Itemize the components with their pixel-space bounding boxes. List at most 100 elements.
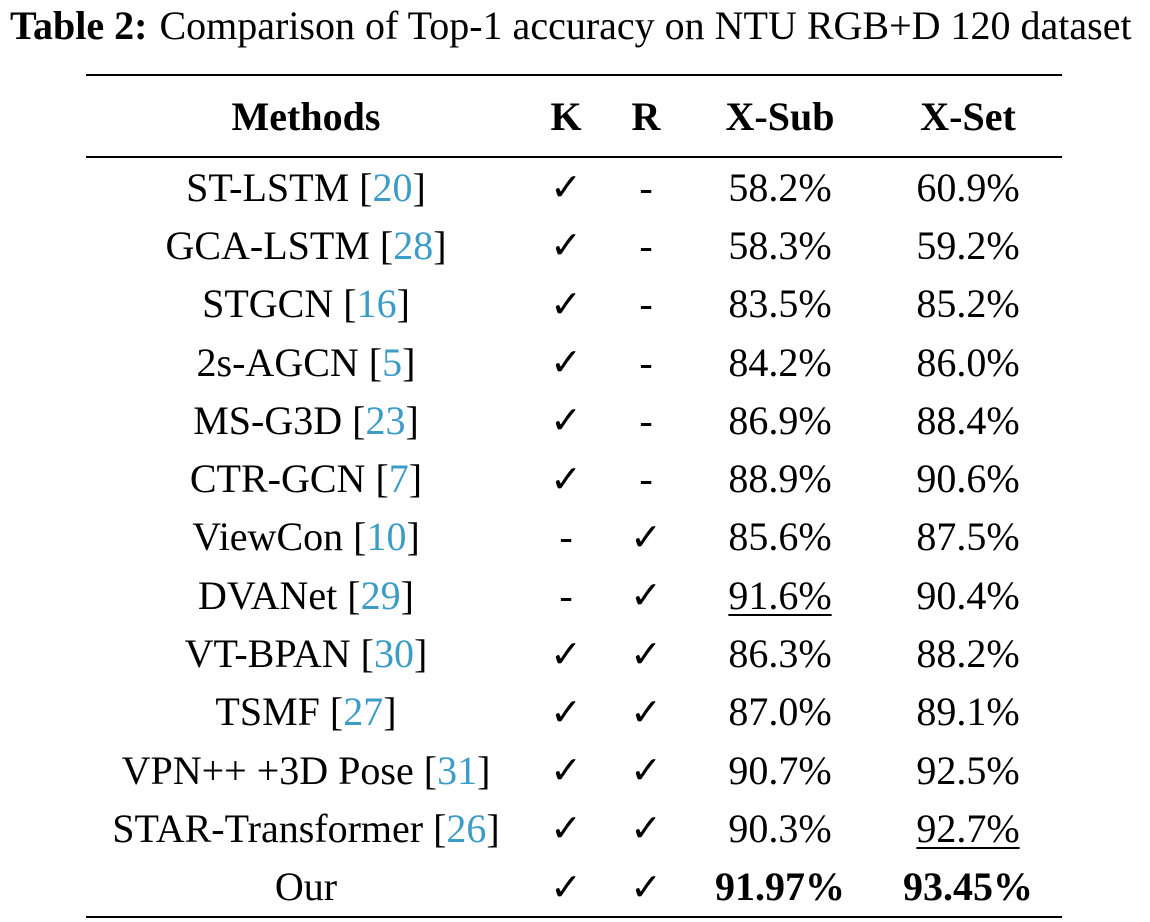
- table-caption: Table 2: Comparison of Top-1 accuracy on …: [10, 2, 1132, 50]
- k-cell: ✓: [550, 456, 582, 501]
- r-cell: -: [639, 281, 653, 327]
- method-name: STAR-Transformer: [112, 805, 424, 851]
- r-cell: -: [639, 164, 653, 210]
- x-set-cell: 89.1%: [874, 683, 1062, 741]
- x-set-cell-value: 92.7%: [916, 805, 1020, 851]
- x-set-cell-value: 90.4%: [916, 572, 1020, 618]
- x-sub-cell-value: 87.0%: [728, 689, 832, 735]
- table-header-row: Methods K R X-Sub X-Set: [86, 75, 1062, 157]
- header-x-set: X-Set: [920, 93, 1016, 139]
- x-sub-cell-value: 88.9%: [728, 456, 832, 502]
- results-table: Methods K R X-Sub X-Set ST-LSTM [20] ✓ -58…: [86, 74, 1062, 918]
- table-row: STGCN [16] ✓ - 83.5% 85.2%: [86, 275, 1062, 333]
- table-row: VPN++ +3D Pose [31] ✓ ✓ 90.7% 92.5%: [86, 741, 1062, 799]
- x-sub-cell: 90.7%: [686, 741, 874, 799]
- table-row: DVANet [29] - ✓ 91.6% 90.4%: [86, 566, 1062, 624]
- k-cell: ✓: [550, 806, 582, 851]
- method-name: VPN++ +3D Pose: [121, 747, 414, 793]
- results-table-container: Methods K R X-Sub X-Set ST-LSTM [20] ✓ -58…: [86, 74, 1062, 918]
- citation-link[interactable]: 27: [343, 689, 384, 735]
- method-name: Our: [274, 864, 338, 910]
- x-set-cell-value: 92.5%: [916, 747, 1020, 793]
- x-sub-cell: 83.5%: [686, 275, 874, 333]
- k-cell: ✓: [550, 340, 582, 385]
- method-name: 2s-AGCN: [196, 339, 359, 385]
- method-cell: ST-LSTM [20]: [186, 164, 426, 210]
- x-sub-cell: 86.3%: [686, 624, 874, 682]
- table-caption-label: Table 2:: [10, 3, 148, 48]
- header-methods: Methods: [231, 93, 381, 139]
- table-row: CTR-GCN [7] ✓ - 88.9% 90.6%: [86, 449, 1062, 507]
- k-cell: -: [559, 514, 573, 560]
- table-row: STAR-Transformer [26] ✓ ✓ 90.3% 92.7%: [86, 799, 1062, 857]
- x-sub-cell: 58.3%: [686, 216, 874, 274]
- k-cell: -: [559, 572, 573, 618]
- method-name: STGCN: [202, 281, 334, 327]
- x-set-cell: 92.5%: [874, 741, 1062, 799]
- method-name: TSMF: [215, 689, 320, 735]
- citation-link[interactable]: 23: [365, 397, 406, 443]
- citation-link[interactable]: 28: [393, 222, 434, 268]
- method-name: VT-BPAN: [184, 631, 351, 677]
- citation-link[interactable]: 10: [366, 514, 407, 560]
- r-cell: ✓: [630, 631, 662, 676]
- x-sub-cell: 87.0%: [686, 683, 874, 741]
- method-cell: VPN++ +3D Pose [31]: [121, 747, 491, 793]
- header-k: K: [550, 93, 582, 139]
- x-sub-cell-value: 58.3%: [728, 222, 832, 268]
- x-sub-cell: 88.9%: [686, 449, 874, 507]
- x-sub-cell: 86.9%: [686, 391, 874, 449]
- header-x-sub: X-Sub: [725, 93, 835, 139]
- citation-link[interactable]: 5: [382, 339, 403, 385]
- x-sub-cell-value: 83.5%: [728, 281, 832, 327]
- method-cell: STGCN [16]: [202, 281, 410, 327]
- method-name: MS-G3D: [193, 397, 343, 443]
- x-set-cell: 88.2%: [874, 624, 1062, 682]
- citation-link[interactable]: 26: [446, 805, 487, 851]
- x-sub-cell-value: 91.97%: [715, 864, 845, 910]
- k-cell: ✓: [550, 631, 582, 676]
- citation-link[interactable]: 16: [356, 281, 397, 327]
- x-set-cell: 90.4%: [874, 566, 1062, 624]
- x-sub-cell: 91.6%: [686, 566, 874, 624]
- method-cell: 2s-AGCN [5]: [196, 339, 416, 385]
- method-cell: STAR-Transformer [26]: [112, 805, 500, 851]
- x-set-cell: 92.7%: [874, 799, 1062, 857]
- citation-link[interactable]: 7: [388, 456, 409, 502]
- r-cell: -: [639, 222, 653, 268]
- k-cell: ✓: [550, 398, 582, 443]
- citation-link[interactable]: 29: [360, 572, 401, 618]
- x-sub-cell: 90.3%: [686, 799, 874, 857]
- r-cell: ✓: [630, 514, 662, 559]
- method-cell: CTR-GCN [7]: [189, 456, 423, 502]
- citation-link[interactable]: 20: [372, 164, 413, 210]
- x-set-cell-value: 88.4%: [916, 397, 1020, 443]
- method-name: ViewCon: [192, 514, 344, 560]
- k-cell: ✓: [550, 689, 582, 734]
- k-cell: ✓: [550, 223, 582, 268]
- method-cell: ViewCon [10]: [192, 514, 420, 560]
- table-caption-text: Comparison of Top-1 accuracy on NTU RGB+…: [159, 3, 1132, 48]
- method-name: ST-LSTM: [186, 164, 350, 210]
- method-name: GCA-LSTM: [165, 222, 370, 268]
- x-set-cell: 93.45%: [874, 858, 1062, 917]
- x-sub-cell: 58.2%: [686, 157, 874, 216]
- x-set-cell-value: 85.2%: [916, 281, 1020, 327]
- r-cell: -: [639, 456, 653, 502]
- x-sub-cell-value: 91.6%: [728, 572, 832, 618]
- method-name: DVANet: [198, 572, 338, 618]
- r-cell: -: [639, 397, 653, 443]
- k-cell: ✓: [550, 748, 582, 793]
- x-sub-cell-value: 84.2%: [728, 339, 832, 385]
- method-cell: TSMF [27]: [215, 689, 397, 735]
- x-sub-cell-value: 85.6%: [728, 514, 832, 560]
- x-set-cell-value: 87.5%: [916, 514, 1020, 560]
- table-body: ST-LSTM [20] ✓ - 58.2% 60.9% GCA-LSTM [28] ✓ - 5…: [86, 157, 1062, 917]
- x-sub-cell-value: 90.3%: [728, 805, 832, 851]
- citation-link[interactable]: 31: [437, 747, 478, 793]
- citation-link[interactable]: 30: [374, 631, 414, 677]
- x-set-cell: 90.6%: [874, 449, 1062, 507]
- x-sub-cell: 85.6%: [686, 508, 874, 566]
- header-r: R: [631, 93, 661, 139]
- table-row: ST-LSTM [20] ✓ - 58.2% 60.9%: [86, 157, 1062, 216]
